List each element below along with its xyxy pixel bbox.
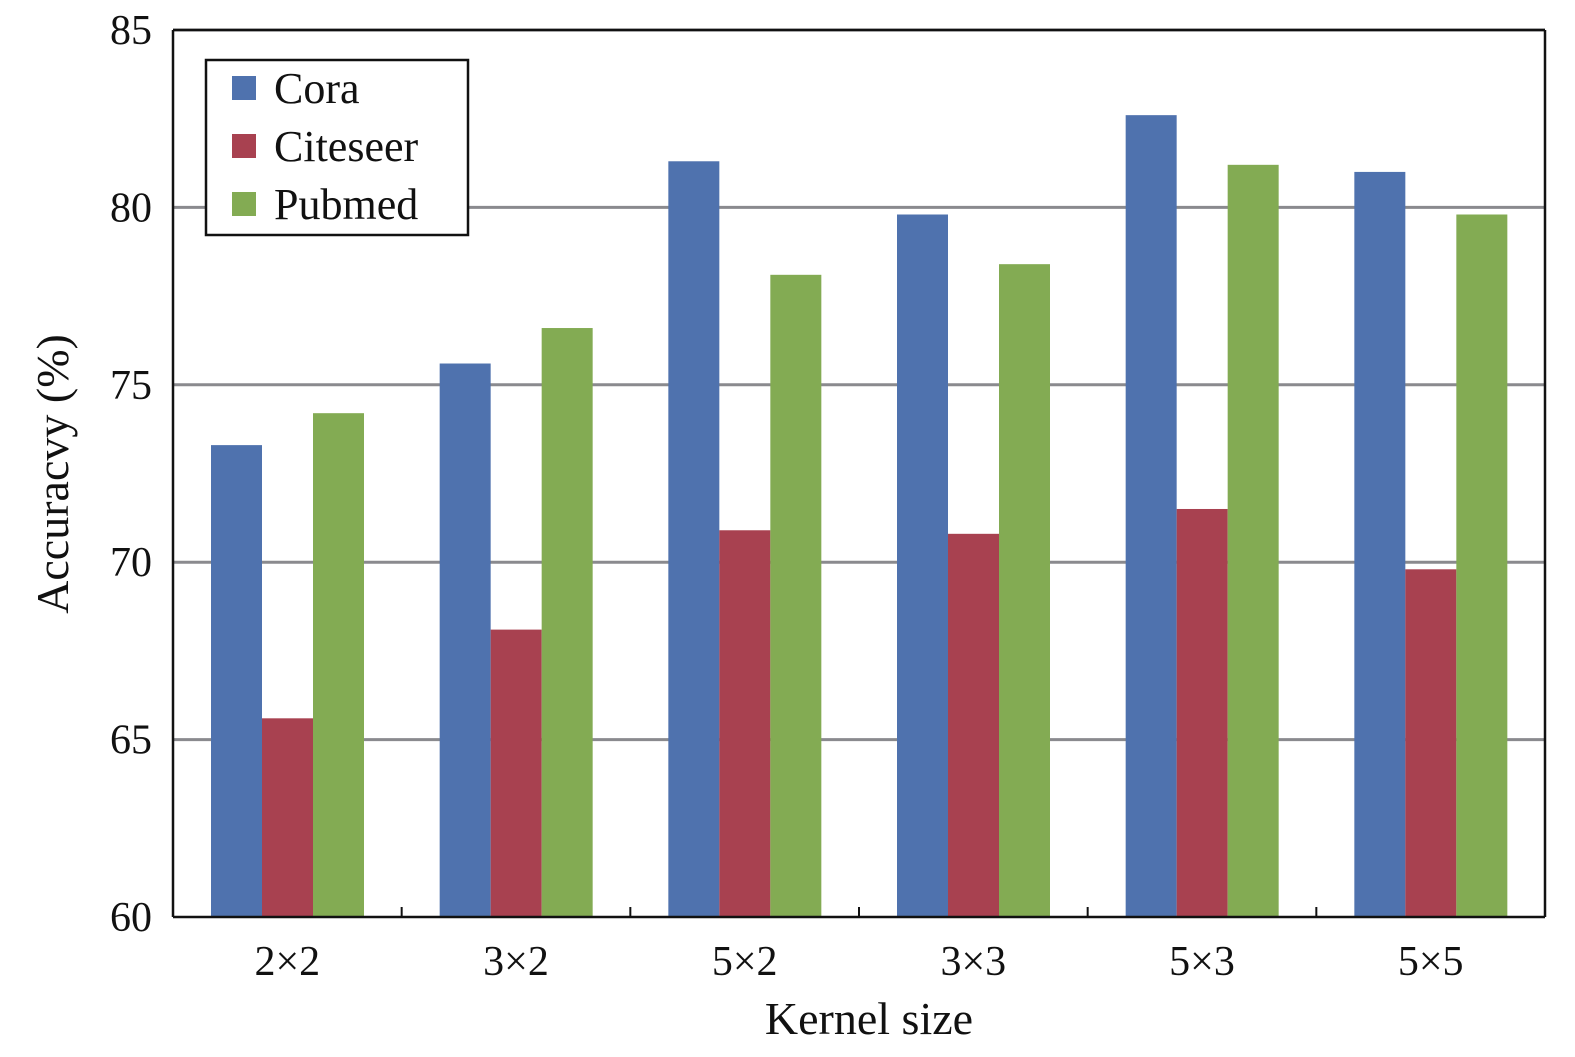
bars xyxy=(211,115,1508,918)
y-tick-label: 85 xyxy=(110,8,152,54)
legend-swatch-pubmed xyxy=(232,192,256,216)
bar-citeseer-3 xyxy=(948,533,999,917)
x-tick-label: 2×2 xyxy=(254,939,320,985)
x-axis-label: Kernel size xyxy=(765,993,973,1044)
bar-cora-1 xyxy=(439,363,491,918)
legend-label-pubmed: Pubmed xyxy=(274,180,418,229)
y-tick-label: 75 xyxy=(110,363,152,409)
x-tick-label: 5×5 xyxy=(1398,939,1464,985)
legend-label-citeseer: Citeseer xyxy=(274,122,419,171)
axes xyxy=(171,28,1547,919)
legend: Cora Citeseer Pubmed xyxy=(204,58,470,237)
bar-cora-0 xyxy=(211,445,262,917)
bar-citeseer-1 xyxy=(490,629,542,917)
bar-pubmed-2 xyxy=(770,274,822,917)
x-tick-label: 3×2 xyxy=(483,939,549,985)
x-tick-label: 3×3 xyxy=(940,939,1006,985)
bar-citeseer-2 xyxy=(719,530,771,917)
legend-label-cora: Cora xyxy=(274,64,360,113)
legend-swatch-cora xyxy=(232,76,256,100)
y-tick-label: 80 xyxy=(110,185,152,231)
y-axis-label: Accuracvy (%) xyxy=(27,334,78,614)
x-tick-label: 5×3 xyxy=(1169,939,1235,985)
bar-citeseer-5 xyxy=(1405,569,1457,917)
bar-cora-5 xyxy=(1354,171,1406,918)
y-tick-label: 65 xyxy=(110,718,152,764)
bar-cora-2 xyxy=(668,161,720,917)
y-tick-label: 70 xyxy=(110,540,152,586)
bar-pubmed-4 xyxy=(1227,164,1279,918)
bar-pubmed-1 xyxy=(541,328,593,918)
bar-pubmed-0 xyxy=(313,413,364,917)
bar-pubmed-3 xyxy=(999,264,1050,918)
legend-swatch-citeseer xyxy=(232,134,256,158)
x-tick-label: 5×2 xyxy=(712,939,778,985)
bar-citeseer-0 xyxy=(262,718,313,917)
bar-cora-3 xyxy=(897,214,948,918)
y-tick-labels: 60 65 70 75 80 85 xyxy=(110,8,152,941)
bar-pubmed-5 xyxy=(1456,214,1508,918)
bar-citeseer-4 xyxy=(1176,508,1228,917)
x-tick-labels: 2×2 3×2 5×2 3×3 5×3 5×5 xyxy=(254,939,1463,985)
y-tick-label: 60 xyxy=(110,895,152,941)
bar-cora-4 xyxy=(1125,115,1177,918)
